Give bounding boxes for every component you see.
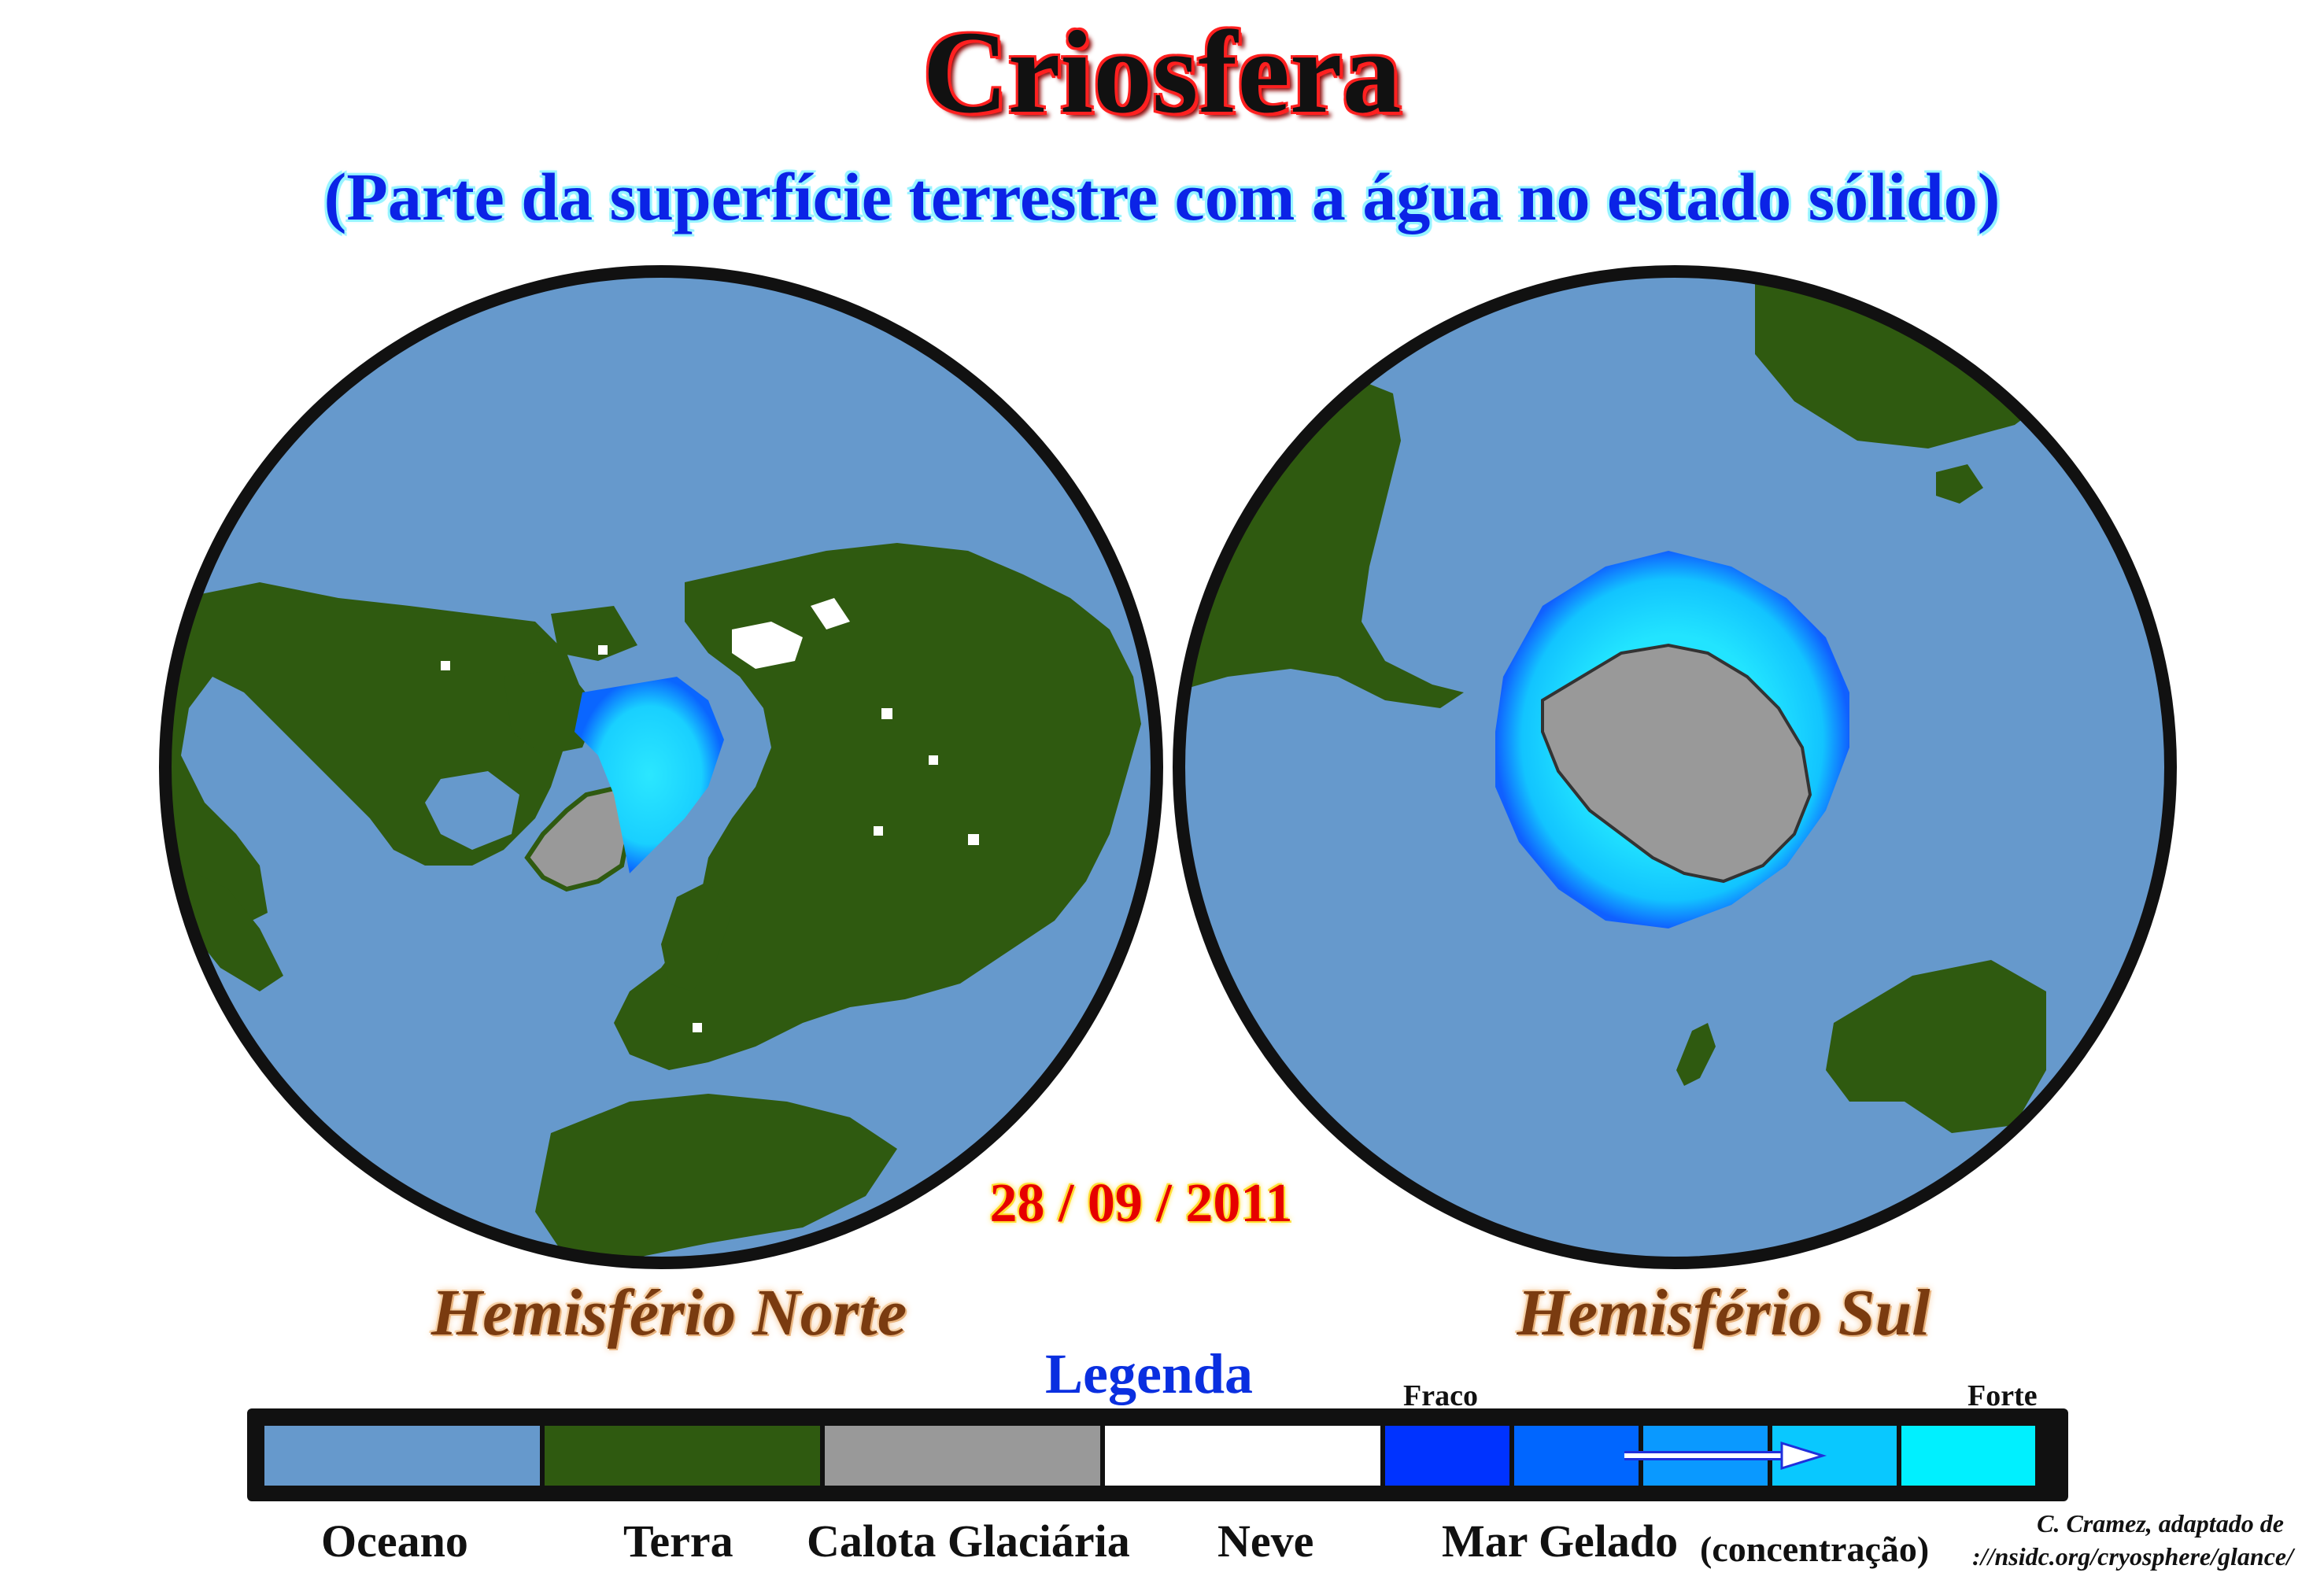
concentration-arrow-icon	[1624, 1441, 1827, 1471]
legend-strong-label: Forte	[1967, 1379, 2038, 1412]
page-subtitle: (Parte da superfície terrestre com a águ…	[323, 159, 2001, 234]
legend-swatch-sea-ice-2	[1514, 1426, 1639, 1486]
legend-title: Legenda	[1044, 1342, 1254, 1405]
legend-swatch-snow	[1105, 1426, 1380, 1486]
legend-label-land: Terra	[623, 1515, 733, 1567]
canadian-islands	[504, 606, 637, 755]
scandinavia-landmass	[661, 881, 732, 991]
eurasia-landmass	[614, 543, 1141, 1070]
legend-label-sea-ice: Mar Gelado	[1442, 1515, 1679, 1567]
south-hemisphere-label: Hemisfério Sul	[1517, 1276, 1931, 1349]
legend-label-snow: Neve	[1217, 1515, 1314, 1567]
madagascar-landmass	[1936, 464, 1983, 504]
hudson-bay	[425, 771, 519, 850]
legend-swatch-land	[545, 1426, 820, 1486]
south-map-border	[1173, 265, 2177, 1269]
legend-label-concentration: (concentração)	[1700, 1529, 1930, 1569]
south-hemisphere-map	[1173, 265, 2177, 1269]
arctic-sea-ice	[575, 677, 724, 873]
legend-label-ice-cap: Calota Glaciária	[807, 1515, 1130, 1567]
credit-line-2: ://nsidc.org/cryosphere/glance/	[1972, 1542, 2293, 1571]
north-snow-patches	[441, 598, 979, 1032]
africa-landmass-south	[1755, 283, 2078, 449]
legend-swatch-sea-ice-1	[1385, 1426, 1509, 1486]
map-date: 28 / 09 / 2011	[989, 1173, 1293, 1234]
new-zealand-landmass	[1676, 1023, 1716, 1086]
north-hemisphere-label: Hemisfério Norte	[430, 1276, 907, 1349]
africa-landmass	[535, 1094, 897, 1259]
legend-swatch-sea-ice-5	[1901, 1426, 2035, 1486]
australia-landmass	[1826, 960, 2046, 1133]
north-map-border	[159, 265, 1163, 1269]
credit-line-1: C. Cramez, adaptado de	[2037, 1509, 2284, 1538]
legend-weak-label: Fraco	[1403, 1379, 1478, 1412]
mexico-landmass	[181, 866, 283, 991]
legend-label-ocean: Oceano	[321, 1515, 468, 1567]
legend-swatch-ocean	[264, 1426, 540, 1486]
legend-swatch-ice-cap	[825, 1426, 1100, 1486]
legend-color-bar	[247, 1408, 2068, 1501]
page-title: Criosfera	[922, 7, 1402, 138]
north-hemisphere-map	[159, 265, 1163, 1269]
antarctica-ice-cap	[1541, 643, 1812, 884]
